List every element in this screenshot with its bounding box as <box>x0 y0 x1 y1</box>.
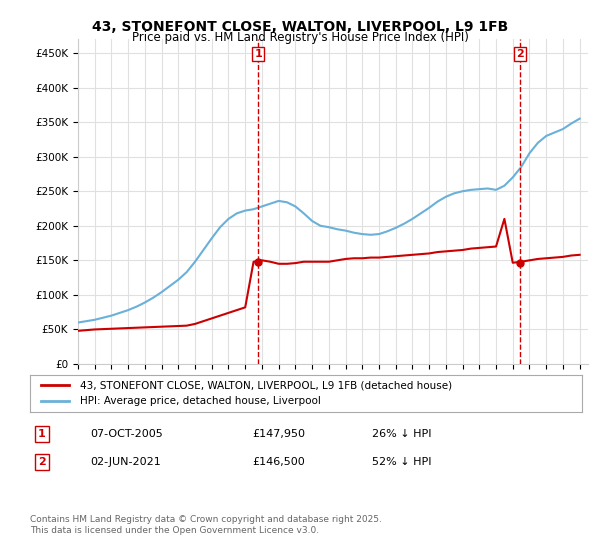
Text: £146,500: £146,500 <box>252 457 305 467</box>
Text: 02-JUN-2021: 02-JUN-2021 <box>90 457 161 467</box>
Text: HPI: Average price, detached house, Liverpool: HPI: Average price, detached house, Live… <box>80 396 320 407</box>
Text: £147,950: £147,950 <box>252 429 305 439</box>
Text: 43, STONEFONT CLOSE, WALTON, LIVERPOOL, L9 1FB (detached house): 43, STONEFONT CLOSE, WALTON, LIVERPOOL, … <box>80 380 452 390</box>
Text: 2: 2 <box>516 49 524 59</box>
Text: 52% ↓ HPI: 52% ↓ HPI <box>372 457 431 467</box>
Text: Price paid vs. HM Land Registry's House Price Index (HPI): Price paid vs. HM Land Registry's House … <box>131 31 469 44</box>
Text: 2: 2 <box>38 457 46 467</box>
Text: 1: 1 <box>254 49 262 59</box>
Text: 26% ↓ HPI: 26% ↓ HPI <box>372 429 431 439</box>
Text: 07-OCT-2005: 07-OCT-2005 <box>90 429 163 439</box>
Text: Contains HM Land Registry data © Crown copyright and database right 2025.
This d: Contains HM Land Registry data © Crown c… <box>30 515 382 535</box>
Text: 43, STONEFONT CLOSE, WALTON, LIVERPOOL, L9 1FB: 43, STONEFONT CLOSE, WALTON, LIVERPOOL, … <box>92 20 508 34</box>
Text: 1: 1 <box>38 429 46 439</box>
